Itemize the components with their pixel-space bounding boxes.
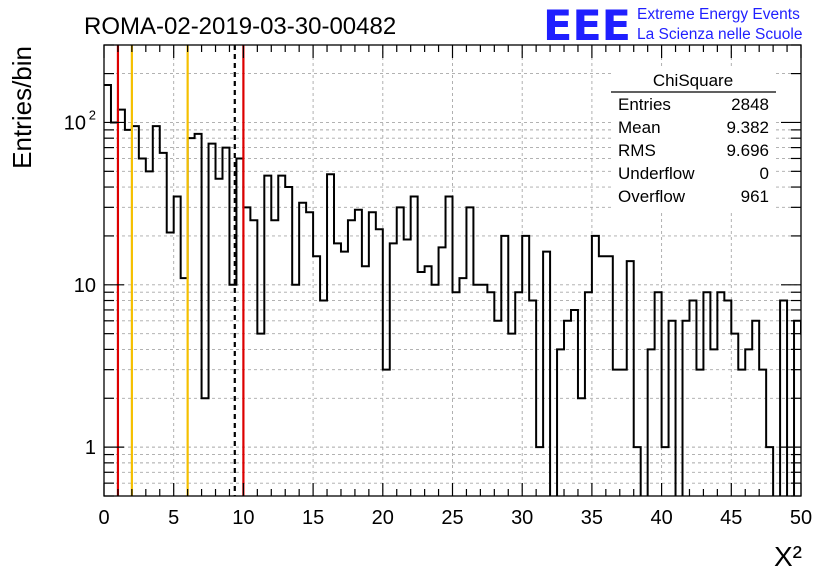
stats-row-value: 9.696 <box>726 141 769 160</box>
stats-row-value: 961 <box>741 187 769 206</box>
y-tick-label: 1 <box>85 437 96 459</box>
logo-line-1: Extreme Energy Events <box>637 6 800 23</box>
y-axis-title: Entries/bin <box>7 46 37 169</box>
x-tick-label: 50 <box>790 507 812 529</box>
x-tick-label: 25 <box>441 507 463 529</box>
stats-box: ChiSquare Entries 2848 Mean 9.382 RMS 9.696 Un… <box>611 68 776 210</box>
stats-row-label: Underflow <box>618 164 695 183</box>
y-tick-label: 10 <box>64 112 86 134</box>
stats-row-value: 0 <box>760 164 769 183</box>
stats-row-label: Entries <box>618 95 671 114</box>
logo-letters: EEE <box>543 1 631 50</box>
x-tick-label: 45 <box>720 507 742 529</box>
x-tick-label: 40 <box>650 507 672 529</box>
x-tick-label: 35 <box>581 507 603 529</box>
stats-row-value: 2848 <box>731 95 769 114</box>
stats-row-label: Mean <box>618 118 661 137</box>
stats-box-title: ChiSquare <box>653 71 733 90</box>
x-tick-label: 10 <box>232 507 254 529</box>
x-tick-label: 30 <box>511 507 533 529</box>
stats-row-value: 9.382 <box>726 118 769 137</box>
stats-row-label: Overflow <box>618 187 686 206</box>
x-tick-label: 20 <box>372 507 394 529</box>
y-tick-label: 10 <box>74 275 96 297</box>
x-tick-label: 15 <box>302 507 324 529</box>
logo-line-2: La Scienza nelle Scuole <box>637 26 802 43</box>
x-tick-label: 5 <box>168 507 179 529</box>
stats-row-label: RMS <box>618 141 656 160</box>
y-tick-label-exponent: 2 <box>89 107 96 122</box>
eee-logo: EEE Extreme Energy Events La Scienza nel… <box>543 1 802 50</box>
x-axis-title: X² <box>774 541 802 572</box>
x-tick-label: 0 <box>98 507 109 529</box>
run-title: ROMA-02-2019-03-30-00482 <box>84 13 396 40</box>
